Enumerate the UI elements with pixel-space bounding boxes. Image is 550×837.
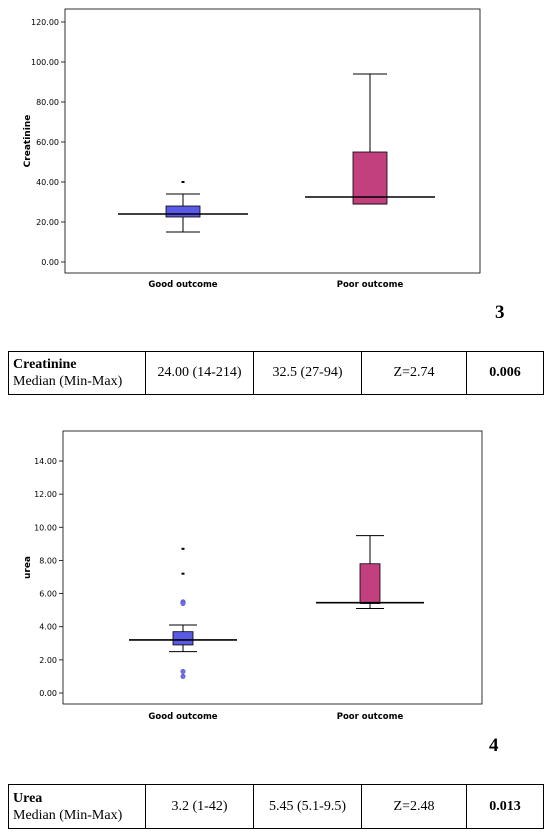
figure-number-4: 4 [489,735,499,756]
outlier-point [180,668,186,674]
row-label: Urea Median (Min-Max) [8,784,146,829]
y-tick-label: 10.00 [34,523,57,532]
iqr-box [165,205,201,218]
z-value: Z=2.48 [361,784,467,829]
variable-subtitle: Median (Min-Max) [13,807,123,823]
y-tick-label: 80.00 [36,98,59,107]
plot-frame [64,8,481,274]
p-value: 0.013 [466,784,544,829]
x-category-label: Poor outcome [337,280,404,290]
variable-name: Creatinine [13,357,77,372]
x-category-label: Poor outcome [337,712,404,722]
y-tick-label: 4.00 [39,623,57,632]
good-outcome-value: 24.00 (14-214) [145,351,254,395]
y-tick-label: 12.00 [34,490,57,499]
y-axis-label: urea [23,556,33,579]
plot-frame [62,430,483,705]
iqr-box [352,151,388,205]
x-category-label: Good outcome [148,712,217,722]
p-value: 0.006 [466,351,544,395]
variable-subtitle: Median (Min-Max) [13,374,123,389]
outlier-point [181,547,185,550]
y-tick-label: 120.00 [31,18,59,27]
outlier-point [180,673,186,679]
figure-number-3: 3 [495,302,505,323]
y-tick-label: 100.00 [31,58,59,67]
iqr-box [359,563,381,604]
y-tick-label: 0.00 [39,689,57,698]
iqr-box [172,631,194,646]
urea-boxplot: 0.00 2.00 4.00 6.00 8.00 10.00 12.00 14.00 urea G… [23,430,483,722]
creatinine-boxplot: 0.00 20.00 40.00 60.00 80.00 100.00 120.00 Crea… [23,8,481,290]
y-tick-label: 0.00 [41,258,59,267]
urea-stats-table: Urea Median (Min-Max) 3.2 (1-42) 5.45 (5… [8,784,544,829]
y-tick-label: 14.00 [34,457,57,466]
y-tick-label: 6.00 [39,590,57,599]
y-tick-label: 20.00 [36,218,59,227]
outlier-point [180,601,186,607]
good-outcome-value: 3.2 (1-42) [145,784,254,829]
poor-outcome-value: 32.5 (27-94) [253,351,362,395]
y-tick-label: 2.00 [39,656,57,665]
outlier-point [181,181,185,183]
row-label: Creatinine Median (Min-Max) [8,351,146,395]
outlier-point [181,572,185,575]
table-row: Urea Median (Min-Max) 3.2 (1-42) 5.45 (5… [8,784,544,829]
y-tick-label: 40.00 [36,178,59,187]
poor-outcome-value: 5.45 (5.1-9.5) [253,784,362,829]
y-tick-label: 8.00 [39,556,57,565]
y-axis-label: Creatinine [23,115,33,168]
table-row: Creatinine Median (Min-Max) 24.00 (14-21… [8,351,544,395]
z-value: Z=2.74 [361,351,467,395]
y-tick-label: 60.00 [36,138,59,147]
variable-name: Urea [13,790,43,806]
x-category-label: Good outcome [148,280,217,290]
creatinine-stats-table: Creatinine Median (Min-Max) 24.00 (14-21… [8,351,544,395]
